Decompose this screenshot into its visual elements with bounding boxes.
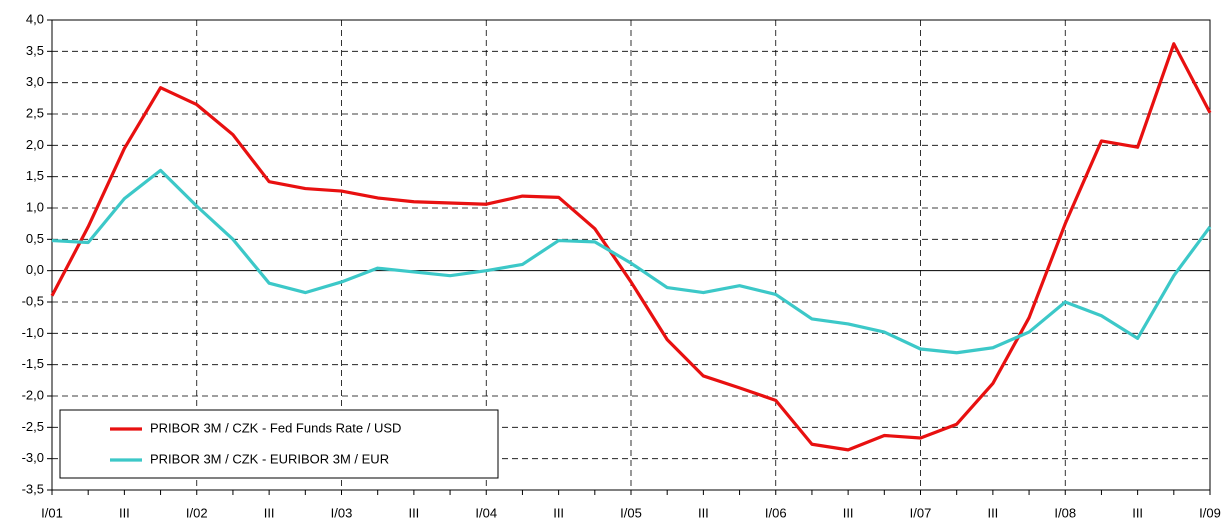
grid: -3,5 -3,0 -2,5 -2,0 -1,5 -1,0 -0,5 0,0 0,5 1,0 1,5… xyxy=(22,11,1221,520)
y-tick-label: -1,0 xyxy=(22,325,44,340)
x-tick-label: I/06 xyxy=(765,505,787,520)
y-tick-label: 4,0 xyxy=(26,11,44,26)
y-tick-label: 1,5 xyxy=(26,168,44,183)
y-tick-label: -3,5 xyxy=(22,481,44,496)
x-tick-label: I/04 xyxy=(475,505,497,520)
y-tick-label: -2,5 xyxy=(22,419,44,434)
legend: PRIBOR 3M / CZK - Fed Funds Rate / USD PR… xyxy=(59,409,499,479)
x-tick-label: I/07 xyxy=(910,505,932,520)
legend-label: PRIBOR 3M / CZK - Fed Funds Rate / USD xyxy=(150,420,401,435)
x-tick-label: I/02 xyxy=(186,505,208,520)
y-tick-label: -1,5 xyxy=(22,356,44,371)
x-tick-label: I/03 xyxy=(331,505,353,520)
lines xyxy=(50,42,1212,452)
y-tick-label: 3,5 xyxy=(26,43,44,58)
x-tick-label: III xyxy=(264,505,275,520)
x-tick-label: III xyxy=(119,505,130,520)
legend-label: PRIBOR 3M / CZK - EURIBOR 3M / EUR xyxy=(150,451,389,466)
y-tick-label: 2,0 xyxy=(26,137,44,152)
x-tick-label: III xyxy=(1132,505,1143,520)
series-line xyxy=(50,42,1212,452)
x-tick-label: III xyxy=(843,505,854,520)
x-tick-label: III xyxy=(553,505,564,520)
y-tick-label: -3,0 xyxy=(22,450,44,465)
y-tick-label: 3,0 xyxy=(26,74,44,89)
x-tick-label: I/09 xyxy=(1199,505,1221,520)
y-tick-label: -2,0 xyxy=(22,387,44,402)
plot-frame xyxy=(51,19,1211,491)
y-tick-label: 0,0 xyxy=(26,262,44,277)
y-tick-label: 0,5 xyxy=(26,231,44,246)
x-tick-label: I/01 xyxy=(41,505,63,520)
x-tick-label: I/05 xyxy=(620,505,642,520)
x-tick-label: III xyxy=(987,505,998,520)
y-tick-label: 2,5 xyxy=(26,105,44,120)
y-tick-label: -0,5 xyxy=(22,293,44,308)
series-line xyxy=(51,168,1212,355)
y-tick-label: 1,0 xyxy=(26,199,44,214)
x-tick-label: I/08 xyxy=(1054,505,1076,520)
legend-box xyxy=(59,409,499,479)
x-tick-label: III xyxy=(408,505,419,520)
x-tick-label: III xyxy=(698,505,709,520)
